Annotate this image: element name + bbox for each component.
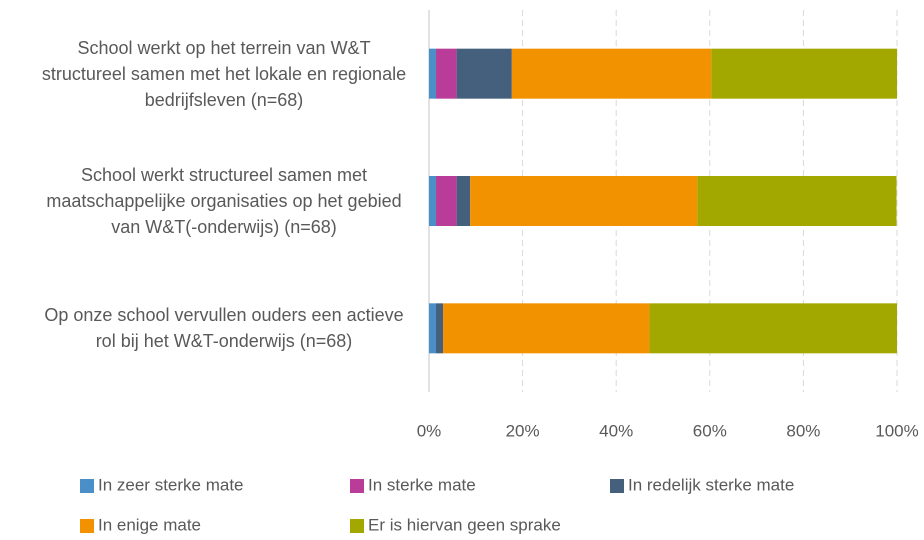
- bar-segment: [456, 48, 512, 99]
- y-tick-label: Op onze school vervullen ouders een acti…: [44, 305, 404, 352]
- bar-segment: [429, 303, 437, 354]
- y-tick-label: School werkt op het terrein van W&T stru…: [41, 37, 407, 110]
- legend-swatch: [80, 519, 94, 533]
- x-tick-label: 0%: [417, 421, 442, 440]
- bar-segment: [436, 176, 457, 226]
- bar-segment: [436, 48, 457, 99]
- legend-swatch: [610, 479, 624, 493]
- bar-segment: [511, 48, 712, 99]
- x-tick-label: 40%: [599, 421, 633, 440]
- bar-segment: [697, 176, 897, 226]
- legend-swatch: [350, 479, 364, 493]
- bar-segment: [711, 48, 897, 99]
- bar-segment: [470, 176, 698, 226]
- bar-segment: [436, 303, 444, 354]
- bar-segment: [429, 176, 437, 226]
- x-tick-label: 80%: [786, 421, 820, 440]
- legend-label: In zeer sterke mate: [98, 475, 244, 494]
- legend-swatch: [80, 479, 94, 493]
- x-tick-label: 20%: [506, 421, 540, 440]
- bar-segment: [429, 48, 437, 99]
- x-tick-label: 60%: [693, 421, 727, 440]
- legend-label: Er is hiervan geen sprake: [368, 515, 561, 534]
- bar-segment: [443, 303, 650, 354]
- y-tick-label: School werkt structureel samen met maats…: [46, 165, 402, 237]
- legend-label: In redelijk sterke mate: [628, 475, 794, 494]
- legend-label: In sterke mate: [368, 475, 476, 494]
- legend-label: In enige mate: [98, 515, 201, 534]
- bar-segment: [649, 303, 897, 354]
- x-tick-label: 100%: [875, 421, 918, 440]
- bar-segment: [456, 176, 471, 226]
- legend-swatch: [350, 519, 364, 533]
